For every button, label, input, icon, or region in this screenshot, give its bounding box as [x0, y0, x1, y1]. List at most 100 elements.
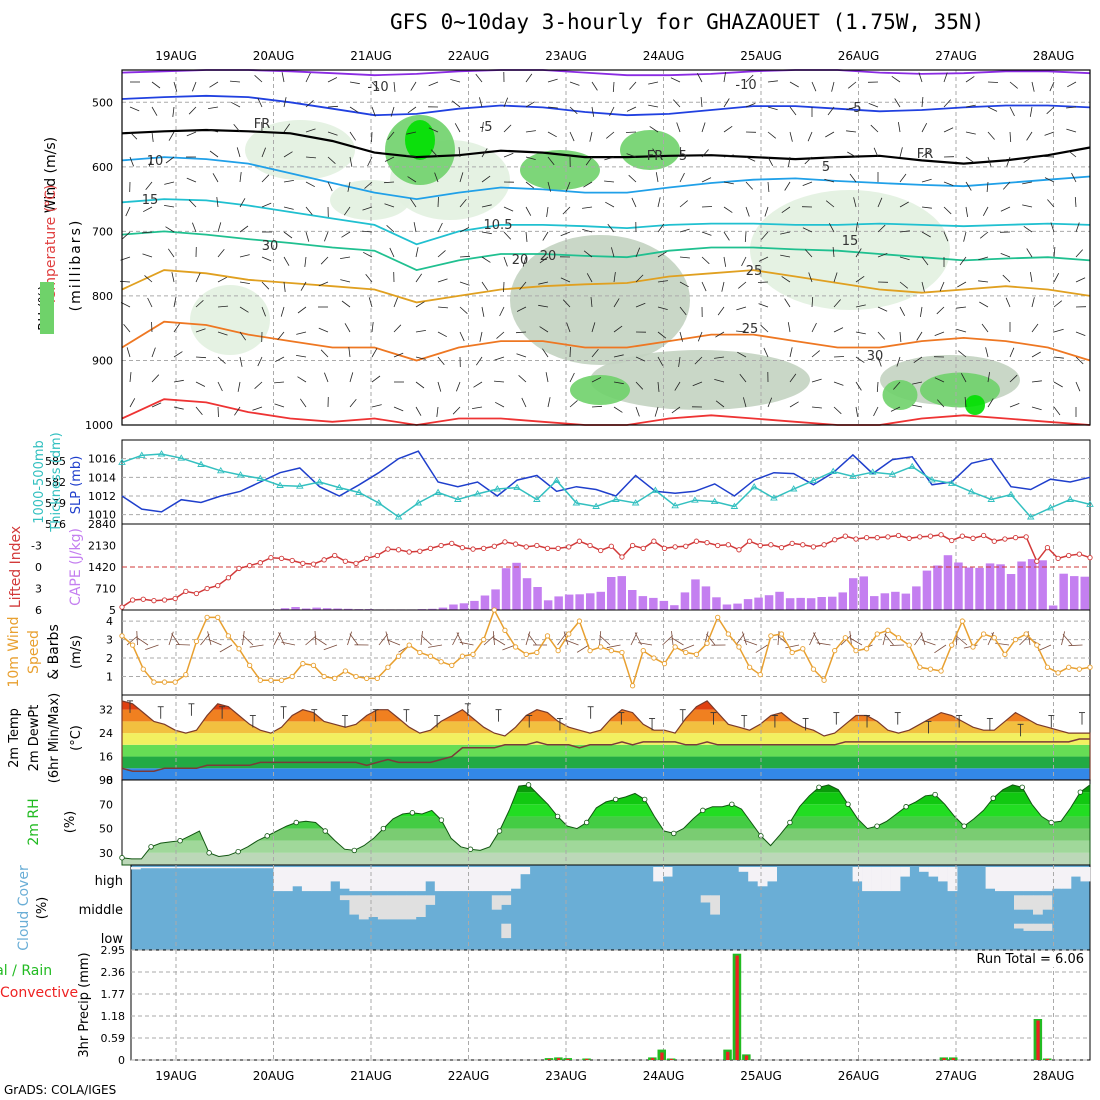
- wind-barb: [413, 222, 417, 233]
- wind-speed-line-marker: [715, 614, 721, 621]
- wind-barb: [327, 131, 338, 136]
- wind-barb: [679, 306, 687, 316]
- wind-barb: [960, 373, 967, 383]
- wind-barb: [824, 156, 835, 159]
- cape-bar: [586, 593, 595, 610]
- wind-barb: [542, 231, 549, 241]
- wind-barb: [393, 297, 398, 308]
- wind-barb: [899, 201, 909, 208]
- wind-barb: [723, 231, 730, 241]
- cloud-low-bar: [1014, 923, 1024, 929]
- wind-barb: [877, 356, 882, 367]
- wind-barb: [168, 131, 175, 141]
- wind-barb: [297, 376, 307, 383]
- wind-barb: [454, 123, 461, 133]
- lifted-index-line-marker: [693, 538, 700, 544]
- wind-speed-line-marker: [938, 668, 944, 674]
- wind-barb: [965, 181, 972, 191]
- wind-barb: [898, 122, 901, 133]
- wind-barb: [833, 272, 838, 283]
- lifted-index-line-marker: [895, 532, 902, 539]
- cape-bar: [564, 594, 574, 610]
- cloud-middle-bar: [1014, 895, 1024, 910]
- cape-tick-label: 710: [95, 583, 116, 596]
- precip-convective-bar: [547, 1058, 551, 1060]
- wind-barb: [876, 381, 879, 393]
- lifted-index-line-marker: [683, 543, 689, 549]
- cloud-high-bar: [1061, 867, 1072, 889]
- wind-barb: [957, 281, 967, 288]
- cape-bar: [501, 568, 511, 610]
- wind-barb: [479, 97, 483, 108]
- wind-barb: [1053, 406, 1061, 416]
- wind-barb: [167, 248, 175, 258]
- wind-barb: [415, 273, 423, 283]
- wind-barb: [283, 281, 286, 292]
- wind-speed-line-marker: [172, 679, 178, 685]
- isotherm-label: -10: [735, 78, 756, 93]
- lifted-index-line-marker: [800, 542, 806, 548]
- wind10m-barb: [671, 637, 684, 646]
- rh-shading: [190, 285, 270, 355]
- wind10m-barb: [706, 633, 716, 646]
- wind-barb: [415, 356, 426, 360]
- rh2m-axis-label: 2m RH: [26, 798, 42, 845]
- wind-barb: [655, 172, 659, 183]
- wind10m-barb: [884, 633, 894, 646]
- wind-barb: [186, 131, 197, 137]
- wind-barb: [745, 74, 754, 83]
- wind-speed-line-marker: [853, 648, 859, 654]
- grads-credit: GrADS: COLA/IGES: [4, 1083, 117, 1097]
- li-tick-label: 3: [35, 583, 42, 596]
- wind-barb: [763, 347, 769, 358]
- cape-bar: [344, 608, 353, 610]
- cape-bar: [975, 567, 984, 610]
- wind-barb: [1075, 331, 1086, 336]
- wind-barb: [1005, 297, 1011, 308]
- thickness-line-marker: [375, 499, 383, 506]
- wind-barb: [591, 349, 599, 358]
- lifted-index-line-marker: [619, 554, 625, 560]
- wind-barb: [635, 406, 640, 417]
- wind-barb: [899, 173, 907, 183]
- wind-barb: [566, 322, 571, 333]
- thickness-line-marker: [394, 513, 403, 520]
- wind-barb: [148, 156, 153, 167]
- rh-marker: [119, 855, 125, 861]
- pressure-tick-label: 600: [92, 161, 113, 174]
- precip-tick-label: 2.36: [101, 966, 126, 979]
- thickness-line-marker: [928, 476, 936, 483]
- lifted-index-line-marker: [502, 539, 508, 545]
- pressure-tick-label: 700: [92, 225, 113, 238]
- wind10m-barb: [378, 633, 388, 646]
- wind10m-barb: [171, 633, 180, 646]
- wind-speed-line-marker: [566, 631, 572, 637]
- thickness-line-marker: [335, 483, 344, 491]
- upper-air-frame: [121, 69, 1091, 426]
- wind-barb: [341, 300, 351, 308]
- wind-barb: [365, 273, 373, 283]
- wind-barb: [811, 378, 822, 383]
- lifted-index-line-marker: [704, 539, 710, 546]
- rh-marker: [845, 801, 851, 807]
- rh-marker: [351, 847, 358, 854]
- wind-barb: [979, 301, 989, 308]
- isotherm-label: 5: [679, 149, 687, 164]
- cloud-high-bar: [520, 867, 531, 875]
- wind-barb: [456, 381, 461, 392]
- wind-speed-line-marker: [544, 633, 551, 639]
- wind-speed-line-marker: [438, 659, 444, 665]
- wind-speed-line-marker: [640, 648, 646, 654]
- cape-axis-label: CAPE (J/kg): [68, 528, 84, 606]
- wind-barb: [723, 256, 727, 267]
- lifted-index-line-marker: [183, 588, 189, 595]
- wind-barb: [481, 148, 488, 158]
- cloud-low-bar: [1042, 923, 1053, 931]
- wind-barb: [802, 181, 813, 186]
- cape-bar: [817, 597, 826, 610]
- wind-barb: [916, 331, 923, 341]
- wind-barb: [281, 72, 285, 83]
- rh-marker: [554, 813, 561, 820]
- cloud-high-bar: [919, 867, 929, 872]
- wind-speed-line-marker: [598, 644, 604, 650]
